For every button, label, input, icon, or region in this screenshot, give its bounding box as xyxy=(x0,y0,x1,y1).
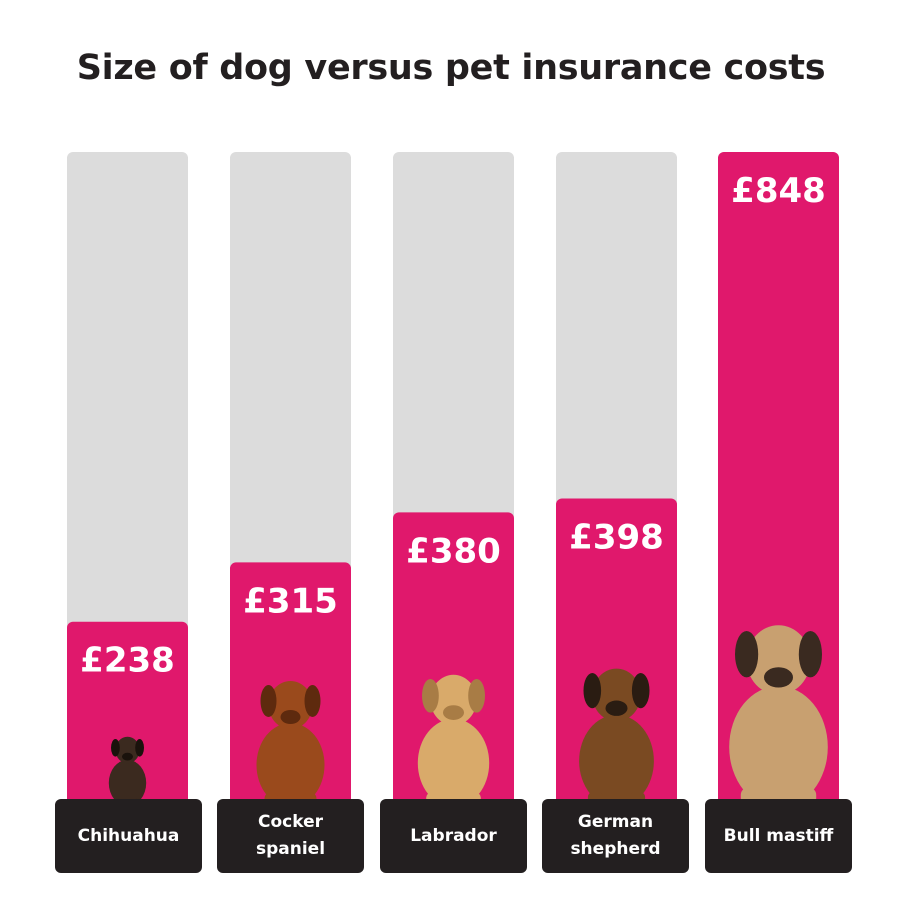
bar xyxy=(393,512,514,805)
category-label: Chihuahua xyxy=(55,799,202,873)
category-label-text: Cocker spaniel xyxy=(255,812,326,859)
chart-title: Size of dog versus pet insurance costs xyxy=(76,48,826,88)
data-label: £848 xyxy=(731,171,826,211)
category-label: German shepherd xyxy=(542,799,689,873)
category-label-text: Chihuahua xyxy=(77,825,180,846)
bull-mastiff-icon xyxy=(729,625,828,808)
data-label: £380 xyxy=(406,531,501,571)
data-label: £398 xyxy=(569,518,664,558)
category-label: Cocker spaniel xyxy=(217,799,364,873)
category-label: Labrador xyxy=(380,799,527,873)
bar xyxy=(67,621,188,805)
category-label-text: German shepherd xyxy=(570,812,661,859)
category-label-text: Labrador xyxy=(410,825,497,846)
chihuahua-icon xyxy=(108,736,147,807)
data-label: £238 xyxy=(80,641,175,681)
german-shepherd-icon xyxy=(579,668,654,808)
cocker-spaniel-icon xyxy=(256,681,325,807)
bar xyxy=(556,498,677,805)
data-label: £315 xyxy=(243,581,338,621)
category-label: Bull mastiff xyxy=(705,799,852,873)
labrador-icon xyxy=(417,674,490,808)
category-label-text: Bull mastiff xyxy=(723,825,834,846)
